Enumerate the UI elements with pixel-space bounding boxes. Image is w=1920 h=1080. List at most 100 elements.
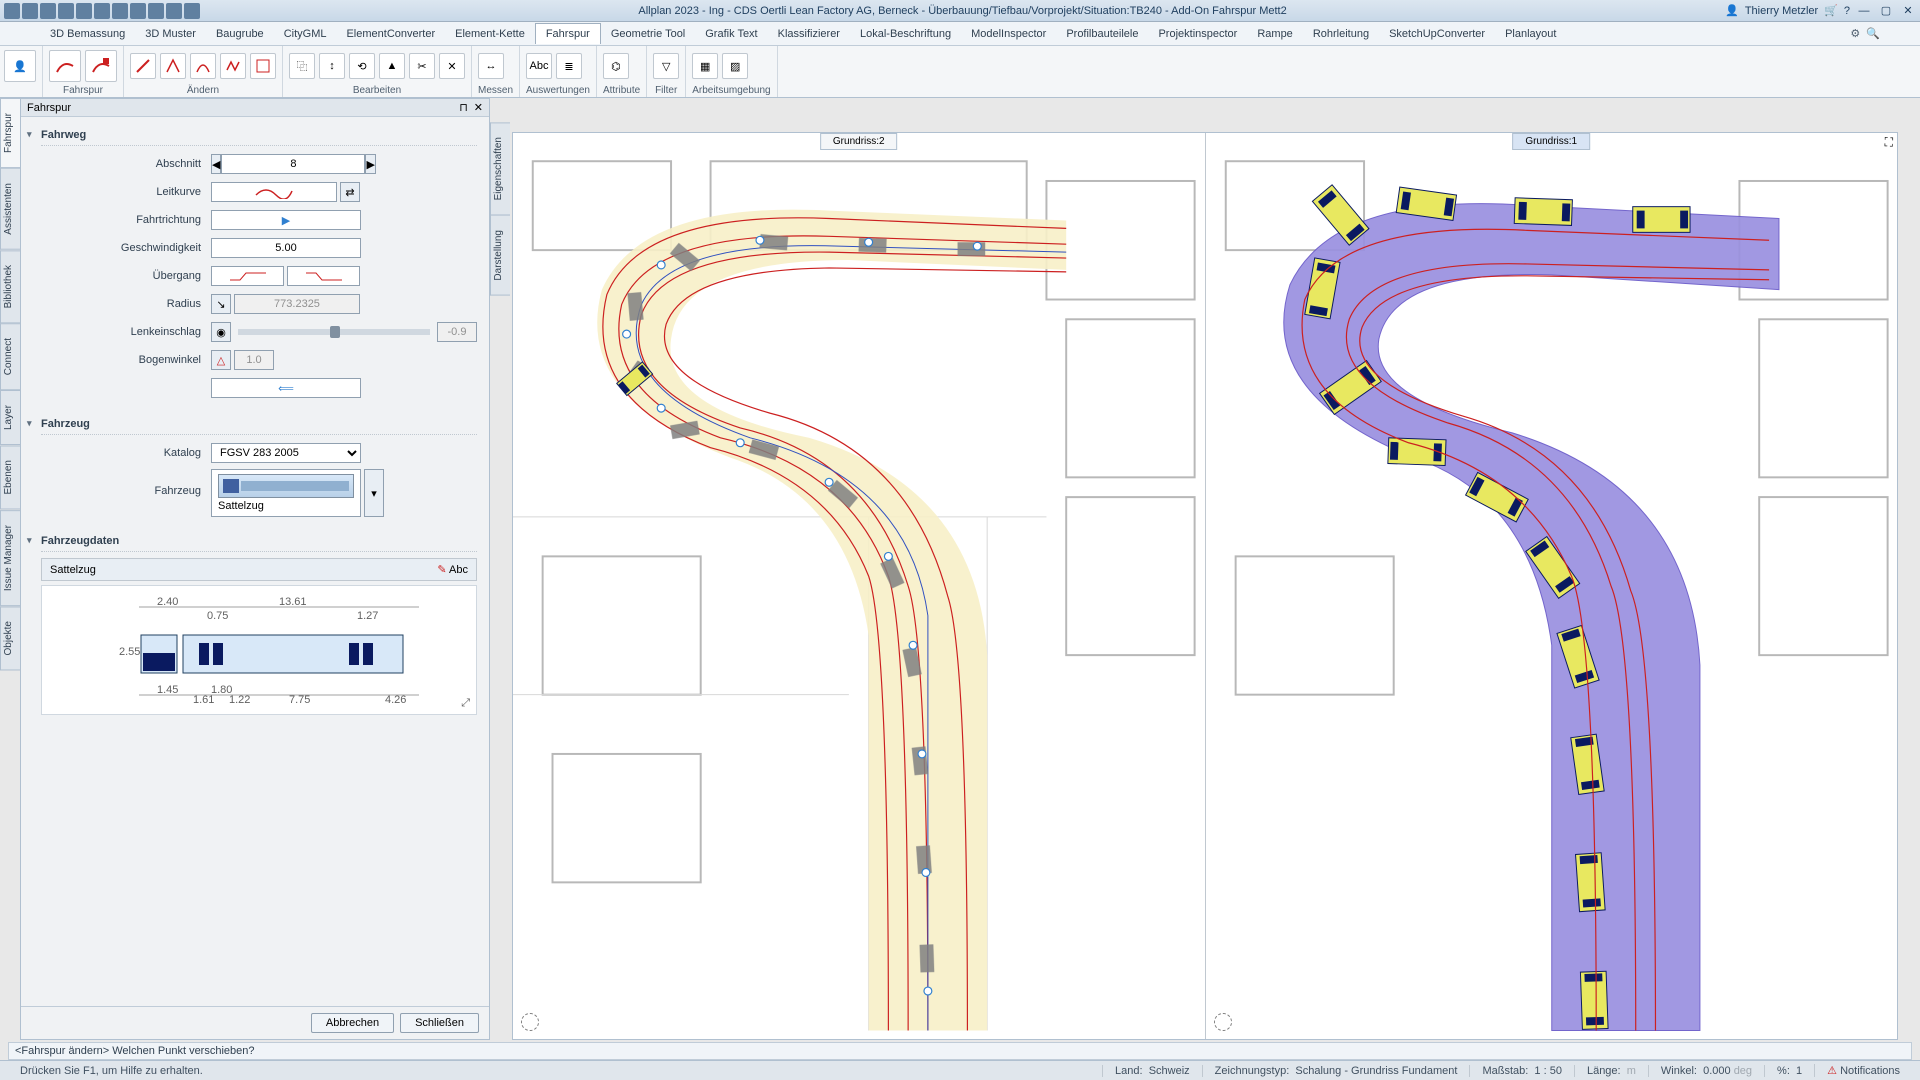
uebergang-option-1[interactable]	[211, 266, 284, 286]
tab-3d-muster[interactable]: 3D Muster	[135, 24, 206, 44]
maximize-button[interactable]: ▢	[1878, 4, 1894, 18]
tab-lokal-beschriftung[interactable]: Lokal-Beschriftung	[850, 24, 961, 44]
view-pane-left[interactable]: Grundriss:2	[513, 133, 1206, 1039]
workspace-1-icon[interactable]: ▦	[692, 53, 718, 79]
qat-btn[interactable]	[166, 3, 182, 19]
spinner-prev-button[interactable]: ◀	[211, 154, 221, 174]
leitkurve-swap-button[interactable]: ⇄	[340, 182, 360, 202]
app-icon[interactable]	[4, 3, 20, 19]
edit-tool-2-icon[interactable]	[160, 53, 186, 79]
sidetab-ebenen[interactable]: Ebenen	[0, 445, 20, 509]
edit-tool-3-icon[interactable]	[190, 53, 216, 79]
mirror-icon[interactable]: ▲	[379, 53, 405, 79]
spinner-next-button[interactable]: ▶	[365, 154, 375, 174]
tab-baugrube[interactable]: Baugrube	[206, 24, 274, 44]
tab-rohrleitung[interactable]: Rohrleitung	[1303, 24, 1379, 44]
tab-profilbauteile[interactable]: Profilbauteilele	[1056, 24, 1148, 44]
tab-modelinspector[interactable]: ModelInspector	[961, 24, 1056, 44]
copy-icon[interactable]: ⿻	[289, 53, 315, 79]
vehicle-dropdown-button[interactable]: ▾	[364, 469, 384, 517]
tab-citygml[interactable]: CityGML	[274, 24, 337, 44]
radius-pick-button[interactable]: ↘	[211, 294, 231, 314]
settings-icon[interactable]: ⚙	[1850, 27, 1860, 40]
qat-btn[interactable]	[76, 3, 92, 19]
tab-3d-bemassung[interactable]: 3D Bemassung	[40, 24, 135, 44]
help-icon[interactable]: ?	[1844, 5, 1850, 17]
tab-geometrie-tool[interactable]: Geometrie Tool	[601, 24, 695, 44]
panel-close-icon[interactable]: ✕	[474, 101, 483, 114]
lenkeinschlag-slider[interactable]	[238, 329, 430, 335]
qat-btn[interactable]	[184, 3, 200, 19]
minimize-button[interactable]: —	[1856, 4, 1872, 18]
tab-sketchupconverter[interactable]: SketchUpConverter	[1379, 24, 1495, 44]
qat-btn[interactable]	[148, 3, 164, 19]
edit-tool-1-icon[interactable]	[130, 53, 156, 79]
user-large-icon[interactable]: 👤	[4, 50, 36, 82]
trim-icon[interactable]: ✂	[409, 53, 435, 79]
pin-icon[interactable]: ⊓	[459, 101, 468, 114]
delete-icon[interactable]: ✕	[439, 53, 465, 79]
tab-planlayout[interactable]: Planlayout	[1495, 24, 1566, 44]
katalog-select[interactable]: FGSV 283 2005	[211, 443, 361, 463]
qat-btn[interactable]	[130, 3, 146, 19]
text-icon[interactable]: Abc	[526, 53, 552, 79]
close-button[interactable]: ✕	[1900, 4, 1916, 18]
tab-klassifizierer[interactable]: Klassifizierer	[768, 24, 850, 44]
close-button[interactable]: Schließen	[400, 1013, 479, 1033]
cart-icon[interactable]: 🛒	[1824, 4, 1838, 17]
move-icon[interactable]: ↕	[319, 53, 345, 79]
qat-btn[interactable]	[94, 3, 110, 19]
view-label[interactable]: Grundriss:2	[820, 133, 898, 150]
sidetab-objekte[interactable]: Objekte	[0, 606, 20, 670]
tab-fahrspur[interactable]: Fahrspur	[535, 23, 601, 44]
lane-create-icon[interactable]	[49, 50, 81, 82]
tab-projektinspector[interactable]: Projektinspector	[1148, 24, 1247, 44]
section-title[interactable]: Fahrzeug	[41, 414, 477, 435]
righttab-eigenschaften[interactable]: Eigenschaften	[490, 122, 510, 215]
tab-element-kette[interactable]: Element-Kette	[445, 24, 535, 44]
tab-rampe[interactable]: Rampe	[1247, 24, 1302, 44]
sidetab-layer[interactable]: Layer	[0, 390, 20, 445]
cancel-button[interactable]: Abbrechen	[311, 1013, 394, 1033]
vehicle-label-icon[interactable]: Abc	[449, 564, 468, 576]
abschnitt-spinner[interactable]: ◀ ▶	[211, 154, 361, 174]
view-maximize-icon[interactable]: ⛶	[1885, 135, 1893, 150]
sidetab-assistenten[interactable]: Assistenten	[0, 168, 20, 250]
geschwindigkeit-input[interactable]	[211, 238, 361, 258]
filter-icon[interactable]: ▽	[653, 53, 679, 79]
edit-vehicle-icon[interactable]: ✎	[437, 564, 446, 576]
section-title[interactable]: Fahrzeugdaten	[41, 531, 477, 552]
sidetab-issue-manager[interactable]: Issue Manager	[0, 510, 20, 606]
diagram-expand-icon[interactable]: ⤢	[461, 697, 470, 710]
bogenwinkel-icon[interactable]: △	[211, 350, 231, 370]
qat-btn[interactable]	[58, 3, 74, 19]
qat-btn[interactable]	[40, 3, 56, 19]
tab-grafik-text[interactable]: Grafik Text	[695, 24, 767, 44]
attribute-icon[interactable]: ⌬	[603, 53, 629, 79]
qat-btn[interactable]	[112, 3, 128, 19]
search-icon[interactable]: 🔍	[1866, 27, 1880, 40]
uebergang-option-2[interactable]	[287, 266, 360, 286]
rotate-icon[interactable]: ⟲	[349, 53, 375, 79]
vehicle-selector[interactable]: Sattelzug	[211, 469, 361, 517]
sidetab-bibliothek[interactable]: Bibliothek	[0, 250, 20, 323]
tab-elementconverter[interactable]: ElementConverter	[336, 24, 445, 44]
edit-tool-5-icon[interactable]	[250, 53, 276, 79]
righttab-darstellung[interactable]: Darstellung	[490, 215, 510, 296]
lenkeinschlag-icon[interactable]: ◉	[211, 322, 231, 342]
section-title[interactable]: Fahrweg	[41, 125, 477, 146]
view-label[interactable]: Grundriss:1	[1512, 133, 1590, 150]
sidetab-connect[interactable]: Connect	[0, 323, 20, 390]
report-icon[interactable]: ≣	[556, 53, 582, 79]
sidetab-fahrspur[interactable]: Fahrspur	[0, 98, 20, 168]
apply-button[interactable]: ⟸	[211, 378, 361, 398]
view-pane-right[interactable]: Grundriss:1	[1206, 133, 1898, 1039]
edit-tool-4-icon[interactable]	[220, 53, 246, 79]
fahrtrichtung-button[interactable]: ▶	[211, 210, 361, 230]
qat-btn[interactable]	[22, 3, 38, 19]
measure-icon[interactable]: ↔	[478, 53, 504, 79]
abschnitt-input[interactable]	[221, 154, 365, 174]
notifications-button[interactable]: ⚠ Notifications	[1814, 1064, 1912, 1077]
workspace-2-icon[interactable]: ▨	[722, 53, 748, 79]
lane-edit-icon[interactable]	[85, 50, 117, 82]
